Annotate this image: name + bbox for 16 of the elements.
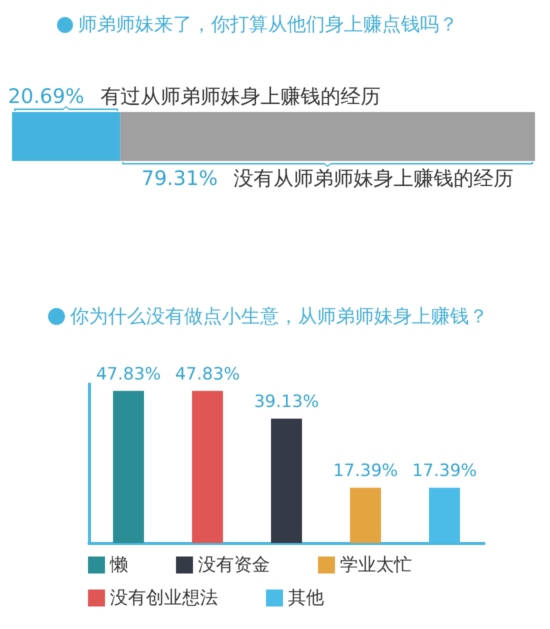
chart-title: 师弟师妹来了，你打算从他们身上赚点钱吗？ <box>78 14 458 36</box>
data-label: 47.83% <box>96 364 161 384</box>
series-label: 有过从师弟师妹身上赚钱的经历 <box>100 84 380 108</box>
data-label: 47.83% <box>175 364 240 384</box>
series-label: 没有从师弟师妹身上赚钱的经历 <box>234 166 514 190</box>
legend-label: 没有创业想法 <box>110 588 218 608</box>
data-label: 17.39% <box>333 461 398 482</box>
chart-title: 你为什么没有做点小生意，从师弟师妹身上赚钱？ <box>69 306 488 328</box>
legend-label: 没有资金 <box>198 554 270 576</box>
data-label: 79.31% <box>141 166 218 190</box>
data-label: 20.69% <box>8 84 84 108</box>
legend-label: 学业太忙 <box>340 554 412 576</box>
data-label: 39.13% <box>254 392 319 412</box>
legend-label: 懒 <box>109 554 128 576</box>
data-label: 17.39% <box>412 461 477 482</box>
legend-label: 其他 <box>288 588 324 608</box>
